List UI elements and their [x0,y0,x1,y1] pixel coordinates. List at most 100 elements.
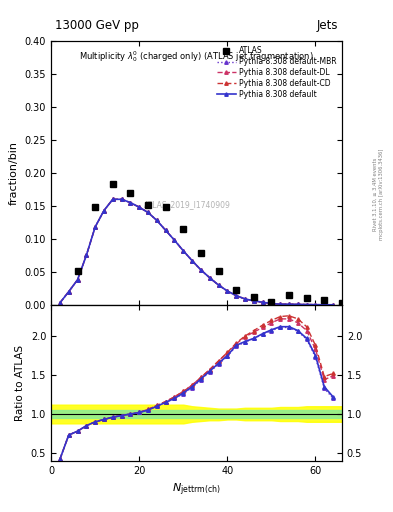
Pythia 8.308 default-DL [75,276,80,283]
Pythia 8.308 default-DL [296,302,300,308]
Pythia 8.308 default-DL [225,288,230,294]
Pythia 8.308 default-MBR [234,292,239,298]
Pythia 8.308 default [181,248,185,254]
Pythia 8.308 default [304,302,309,308]
Pythia 8.308 default-DL [242,296,247,302]
Pythia 8.308 default [146,209,151,216]
Pythia 8.308 default-MBR [137,204,141,210]
Line: Pythia 8.308 default-MBR: Pythia 8.308 default-MBR [58,198,335,307]
Pythia 8.308 default [269,301,274,307]
ATLAS [216,268,221,274]
Pythia 8.308 default-CD [190,258,195,264]
Pythia 8.308 default-CD [128,200,133,206]
Pythia 8.308 default-DL [304,302,309,308]
Pythia 8.308 default-CD [269,301,274,307]
Pythia 8.308 default [154,217,159,223]
Text: Jets: Jets [316,19,338,32]
ATLAS [146,202,151,208]
ATLAS [252,294,256,300]
Pythia 8.308 default [208,275,212,281]
Pythia 8.308 default-CD [242,296,247,302]
Pythia 8.308 default-MBR [181,248,185,254]
Pythia 8.308 default-MBR [216,282,221,288]
Pythia 8.308 default-DL [93,224,97,230]
Pythia 8.308 default [331,302,336,308]
Pythia 8.308 default-DL [146,209,151,216]
Pythia 8.308 default-MBR [190,258,195,264]
Pythia 8.308 default-MBR [322,302,327,308]
Pythia 8.308 default-CD [75,276,80,283]
Pythia 8.308 default-MBR [331,302,336,308]
Pythia 8.308 default-CD [216,282,221,288]
Pythia 8.308 default-MBR [172,237,177,243]
Pythia 8.308 default [172,237,177,243]
Pythia 8.308 default-DL [269,301,274,307]
Pythia 8.308 default-MBR [225,288,230,294]
Pythia 8.308 default-DL [286,301,291,307]
Pythia 8.308 default-DL [163,227,168,233]
Pythia 8.308 default-CD [172,237,177,243]
Pythia 8.308 default-DL [260,299,265,305]
Pythia 8.308 default-MBR [154,217,159,223]
Pythia 8.308 default-MBR [252,298,256,304]
Pythia 8.308 default [242,296,247,302]
Pythia 8.308 default-MBR [119,196,124,202]
Pythia 8.308 default-MBR [110,196,115,202]
Pythia 8.308 default-DL [190,258,195,264]
Pythia 8.308 default [84,252,89,259]
Pythia 8.308 default-DL [216,282,221,288]
Pythia 8.308 default [102,207,107,214]
Pythia 8.308 default-CD [208,275,212,281]
Pythia 8.308 default [163,227,168,233]
Pythia 8.308 default [234,292,239,298]
Pythia 8.308 default [119,196,124,202]
Pythia 8.308 default [296,302,300,308]
Pythia 8.308 default-CD [66,289,71,295]
Pythia 8.308 default-DL [128,200,133,206]
Pythia 8.308 default-CD [331,302,336,308]
ATLAS [128,190,133,197]
Pythia 8.308 default [128,200,133,206]
ATLAS [322,296,327,303]
ATLAS [163,204,168,210]
Y-axis label: Ratio to ATLAS: Ratio to ATLAS [15,345,25,421]
Pythia 8.308 default-DL [84,252,89,259]
ATLAS [93,204,97,210]
Pythia 8.308 default-DL [172,237,177,243]
Pythia 8.308 default-MBR [304,302,309,308]
Pythia 8.308 default-MBR [128,200,133,206]
Pythia 8.308 default-DL [110,196,115,202]
ATLAS [181,226,185,232]
Pythia 8.308 default-DL [198,267,203,273]
Pythia 8.308 default [190,258,195,264]
Pythia 8.308 default-CD [322,302,327,308]
ATLAS [286,292,291,298]
Pythia 8.308 default-CD [57,300,62,306]
Pythia 8.308 default-CD [286,301,291,307]
Pythia 8.308 default-MBR [269,301,274,307]
Pythia 8.308 default-MBR [57,300,62,306]
Pythia 8.308 default [216,282,221,288]
Pythia 8.308 default-MBR [278,301,283,307]
Pythia 8.308 default [225,288,230,294]
Text: mcplots.cern.ch [arXiv:1306.3436]: mcplots.cern.ch [arXiv:1306.3436] [379,149,384,240]
ATLAS [269,298,274,305]
Pythia 8.308 default-MBR [84,252,89,259]
Pythia 8.308 default-CD [110,196,115,202]
Pythia 8.308 default [198,267,203,273]
Pythia 8.308 default-DL [322,302,327,308]
Pythia 8.308 default-MBR [66,289,71,295]
Pythia 8.308 default-CD [181,248,185,254]
Pythia 8.308 default-CD [198,267,203,273]
Pythia 8.308 default-MBR [208,275,212,281]
Pythia 8.308 default-CD [93,224,97,230]
Pythia 8.308 default-MBR [260,299,265,305]
Pythia 8.308 default-CD [102,207,107,214]
ATLAS [234,287,239,293]
Pythia 8.308 default-MBR [102,207,107,214]
Pythia 8.308 default-CD [260,299,265,305]
Pythia 8.308 default-DL [208,275,212,281]
Pythia 8.308 default-DL [278,301,283,307]
Pythia 8.308 default [260,299,265,305]
Pythia 8.308 default-DL [66,289,71,295]
